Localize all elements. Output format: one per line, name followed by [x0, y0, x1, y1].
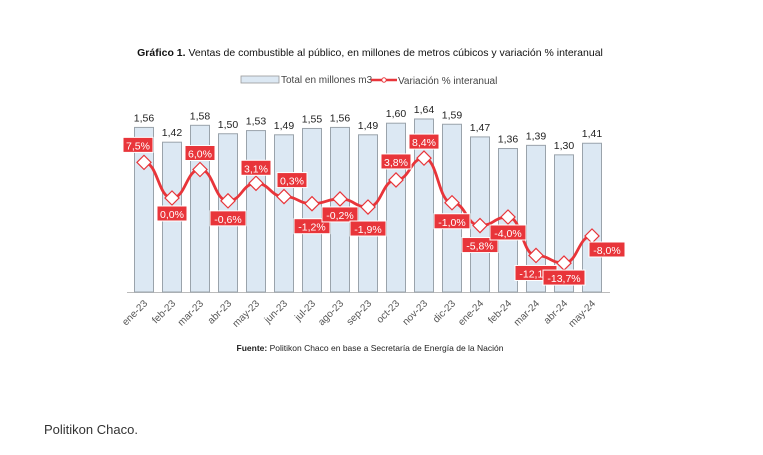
x-tick-label: jun-23: [262, 298, 290, 326]
line-label-box: [380, 153, 412, 170]
line-label-box: [293, 218, 331, 235]
line-marker: [276, 188, 292, 205]
line-marker: [556, 255, 572, 271]
line-label-box: [433, 213, 471, 230]
line-label-box: [588, 241, 626, 258]
bar-label: 1,53: [246, 116, 267, 128]
bar: [246, 130, 266, 293]
line-label: -1,0%: [438, 217, 465, 229]
line-label-box: [542, 269, 586, 286]
line-marker: [164, 190, 180, 206]
bar-label: 1,56: [330, 112, 351, 124]
line-label: 6,0%: [188, 149, 212, 161]
line-label: 0,0%: [160, 209, 184, 221]
chart-title: Gráfico 1. Ventas de combustible al públ…: [137, 47, 603, 59]
x-tick-label: feb-24: [486, 298, 514, 326]
line-marker: [192, 161, 208, 178]
x-tick-label: mar-24: [512, 298, 542, 328]
bar-label: 1,50: [218, 119, 239, 131]
chart-source: Fuente: Politikon Chaco en base a Secret…: [237, 343, 504, 353]
x-tick-label: ene-23: [120, 298, 150, 328]
line-label: -1,9%: [354, 224, 381, 236]
x-tick-label: may-24: [567, 298, 599, 330]
line-label-box: [209, 210, 247, 227]
line-label-box: [184, 145, 216, 161]
line-label: 3,8%: [384, 157, 408, 169]
x-tick-label: mar-23: [176, 298, 206, 328]
chart: Gráfico 1. Ventas de combustible al públ…: [120, 47, 626, 353]
line-label-box: [240, 159, 272, 176]
bar-label: 1,36: [498, 134, 519, 146]
bar-label: 1,42: [162, 127, 183, 139]
line-label-box: [276, 172, 308, 189]
line-marker: [528, 247, 544, 264]
line-label-box: [461, 237, 499, 254]
line-marker: [444, 194, 460, 211]
line-marker: [416, 150, 432, 167]
x-tick-label: nov-23: [401, 298, 431, 328]
bar: [386, 122, 406, 293]
bar-label: 1,58: [190, 110, 211, 122]
x-tick-label: oct-23: [375, 298, 403, 326]
line-marker: [304, 195, 320, 212]
legend-bar-swatch: [240, 75, 280, 84]
x-tick-label: sep-23: [345, 298, 375, 328]
line-marker: [220, 192, 236, 209]
legend-bar-label: Total en millones m3: [281, 75, 373, 86]
caption: Politikon Chaco.: [44, 422, 138, 437]
line-label: 0,3%: [280, 176, 304, 188]
line-marker: [584, 228, 600, 244]
line-label: -1,2%: [298, 222, 325, 234]
bar: [414, 118, 434, 293]
bar-label: 1,47: [470, 122, 491, 134]
bar-label: 1,49: [358, 120, 379, 132]
line-marker: [388, 172, 404, 188]
line-label: -0,2%: [326, 210, 353, 222]
line-label-box: [122, 136, 154, 153]
x-tick-label: dic-23: [431, 298, 458, 325]
legend-line-label: Variación % interanual: [398, 76, 497, 87]
line-label-box: [349, 220, 387, 237]
bar-label: 1,30: [554, 140, 575, 152]
line-marker: [500, 209, 516, 225]
line-label: 3,1%: [244, 163, 268, 175]
line-label: -13,7%: [547, 273, 580, 285]
bar-label: 1,39: [526, 130, 547, 142]
x-tick-label: may-23: [231, 298, 263, 330]
bar-label: 1,41: [582, 128, 603, 140]
line-label-box: [408, 133, 440, 150]
line-label: 7,5%: [126, 140, 150, 152]
line-label: -5,8%: [466, 241, 493, 253]
line-marker: [248, 175, 264, 192]
line-label-box: [321, 206, 359, 223]
line-label-box: [489, 224, 527, 241]
line-label: 8,4%: [412, 137, 436, 149]
bar: [470, 136, 490, 293]
bar-label: 1,55: [302, 113, 323, 125]
x-tick-label: feb-23: [150, 298, 178, 326]
line-label: -8,0%: [593, 245, 620, 257]
line-marker: [472, 217, 488, 234]
line-marker: [360, 199, 376, 215]
x-tick-label: ene-24: [456, 298, 486, 328]
bar-label: 1,56: [134, 112, 155, 124]
x-tick-label: jul-23: [292, 298, 318, 324]
bar: [554, 154, 574, 293]
line-marker: [136, 154, 152, 171]
x-tick-label: ago-23: [316, 298, 346, 328]
bar-label: 1,49: [274, 120, 295, 132]
bar-label: 1,60: [386, 108, 407, 120]
line-label: -4,0%: [494, 228, 521, 240]
line-label: -0,6%: [214, 214, 241, 226]
bar: [134, 126, 154, 293]
bar-label: 1,59: [442, 109, 463, 121]
line-marker: [332, 191, 348, 207]
bar-label: 1,64: [414, 104, 435, 116]
line-label-box: [156, 205, 188, 222]
legend-line-marker: [381, 77, 387, 83]
bar: [274, 134, 294, 293]
